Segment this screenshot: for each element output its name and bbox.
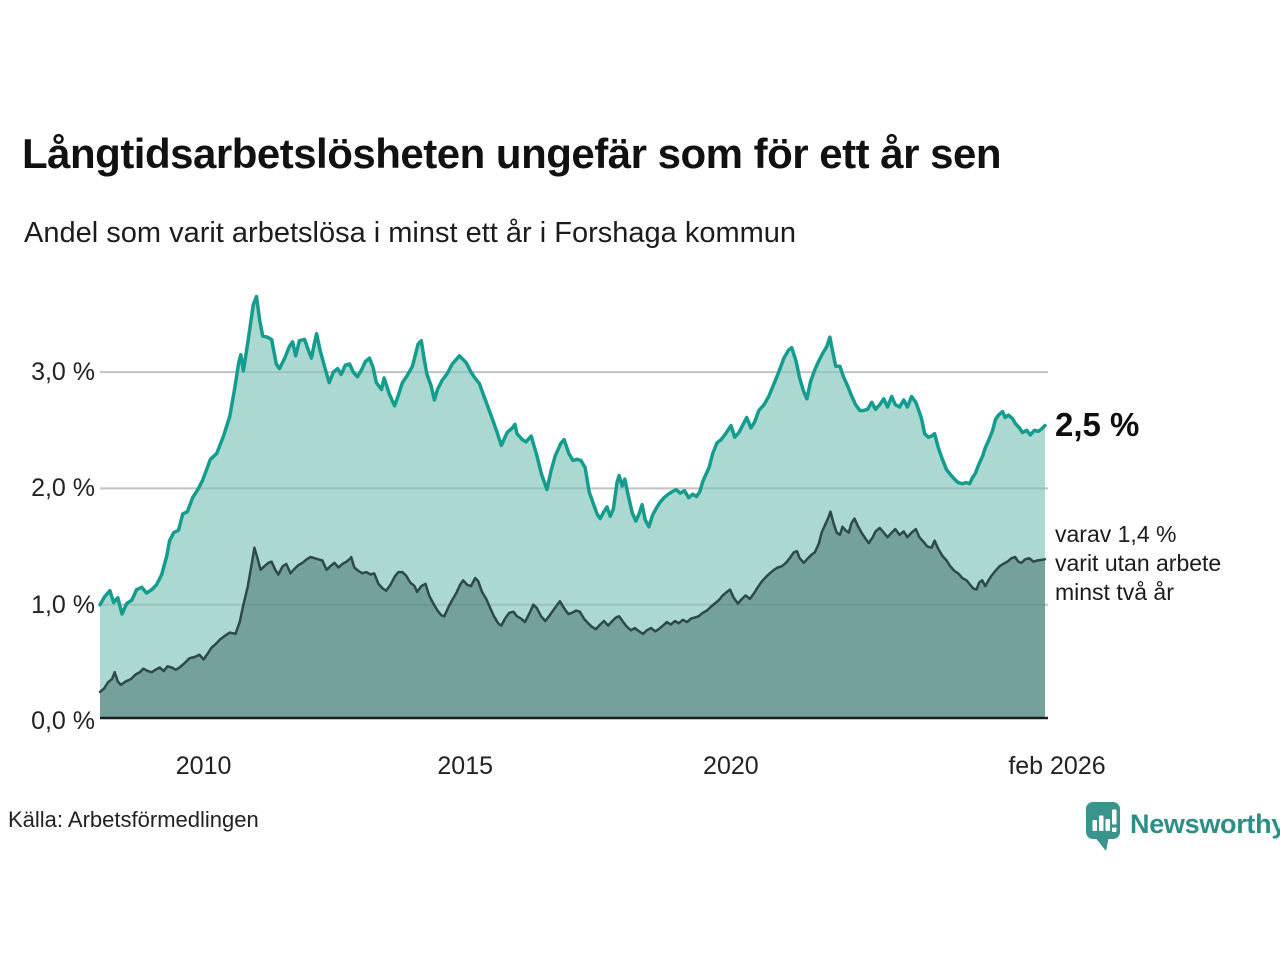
series-end-value-label: 2,5 % bbox=[1055, 406, 1140, 443]
brand-name: Newsworthy bbox=[1130, 809, 1280, 839]
y-tick-label: 2,0 % bbox=[31, 474, 95, 503]
y-tick-label: 3,0 % bbox=[31, 358, 95, 387]
chart-subtitle: Andel som varit arbetslösa i minst ett å… bbox=[24, 217, 797, 249]
page-title: Långtidsarbetslösheten ungefär som för e… bbox=[22, 130, 1002, 177]
subset-line bbox=[98, 510, 1047, 694]
subset-annotation-line: minst två år bbox=[1055, 579, 1174, 605]
x-tick-label: feb 2026 bbox=[1008, 752, 1106, 780]
y-tick-label: 1,0 % bbox=[31, 590, 95, 619]
total-line bbox=[98, 294, 1047, 616]
subset-area-fill bbox=[100, 511, 1045, 718]
subset-annotation: varav 1,4 % varit utan arbete minst två … bbox=[1055, 520, 1221, 607]
bar-chart-bubble-icon bbox=[1086, 802, 1120, 851]
y-tick-label: 0,0 % bbox=[31, 707, 95, 735]
x-tick-label: 2015 bbox=[437, 752, 494, 780]
newsworthy-logo: Newsworthy bbox=[1086, 802, 1280, 858]
x-tick-label: 2010 bbox=[175, 752, 232, 780]
subset-annotation-line: varav 1,4 % bbox=[1055, 521, 1177, 547]
subset-annotation-line: varit utan arbete bbox=[1055, 550, 1222, 576]
x-tick-label: 2020 bbox=[703, 752, 759, 780]
source-credit: Källa: Arbetsförmedlingen bbox=[8, 807, 259, 832]
